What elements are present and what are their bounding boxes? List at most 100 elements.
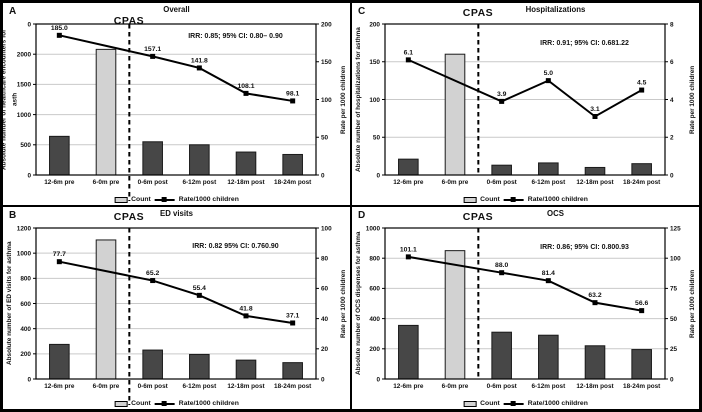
- legend-rate-swatch: [503, 400, 524, 407]
- line-marker-icon: [150, 278, 156, 284]
- svg-text:12-18m post: 12-18m post: [227, 179, 265, 186]
- axis-ticks: 0 200 400 600 800 1000 0 25 50 75 100 125 12-6m pre 6…: [366, 225, 681, 390]
- legend-count-label: Count: [480, 400, 500, 407]
- svg-text:1000: 1000: [366, 225, 381, 232]
- bar: [631, 163, 652, 176]
- svg-text:0: 0: [376, 376, 380, 383]
- panel-hospitalizations: 0 50 100 150 200 0 2 4 6 8 12-6m pre 6-0m pre 0-6m p…: [351, 2, 700, 206]
- legend-count-swatch: [114, 400, 128, 407]
- panel-title: OCS: [547, 209, 564, 218]
- panel-title: Hospitalizations: [525, 5, 586, 14]
- svg-text:18-24m post: 18-24m post: [274, 179, 312, 186]
- svg-text:100: 100: [369, 97, 380, 104]
- bar: [282, 153, 303, 176]
- legend-count-swatch: [463, 196, 477, 203]
- bar: [538, 334, 559, 380]
- svg-text:12-6m pre: 12-6m pre: [393, 179, 424, 186]
- bar: [398, 324, 419, 380]
- svg-text:0: 0: [27, 376, 31, 383]
- left-axis-title: Absolute number of healthcare encounters…: [2, 29, 19, 170]
- legend-rate-label: Rate/1000 children: [178, 400, 239, 407]
- svg-text:1500: 1500: [17, 82, 32, 89]
- bar: [142, 141, 163, 176]
- panel-title: Overall: [163, 5, 190, 14]
- svg-text:100: 100: [321, 97, 332, 104]
- svg-text:0: 0: [321, 172, 325, 179]
- right-axis-title: Rate per 1000 children: [340, 65, 347, 134]
- bar: [282, 362, 303, 380]
- svg-text:0-6m post: 0-6m post: [487, 383, 518, 390]
- rate-data-label: 88.0: [495, 262, 508, 269]
- svg-text:0: 0: [27, 21, 31, 28]
- rate-data-label: 81.4: [542, 270, 555, 277]
- svg-text:75: 75: [670, 286, 678, 293]
- rate-data-label: 5.0: [544, 70, 554, 77]
- left-axis-title: Absolute number of ED visits for asthma: [6, 241, 13, 366]
- legend-count-label: Count: [131, 196, 151, 203]
- bar: [398, 158, 419, 176]
- rate-data-label: 108.1: [237, 83, 254, 90]
- svg-text:1000: 1000: [17, 112, 32, 119]
- plot-frame: [35, 23, 317, 176]
- svg-text:0: 0: [670, 172, 674, 179]
- line-marker-icon: [545, 78, 551, 84]
- svg-text:150: 150: [369, 59, 380, 66]
- irr-annotation: IRR: 0.91; 95% CI: 0.681.22: [540, 40, 629, 47]
- svg-text:0-6m post: 0-6m post: [487, 179, 518, 186]
- line-marker-icon: [592, 300, 598, 306]
- svg-text:4: 4: [670, 97, 674, 104]
- count-bars: [398, 53, 652, 176]
- svg-text:100: 100: [670, 256, 681, 263]
- svg-text:8: 8: [670, 21, 674, 28]
- line-marker-icon: [56, 32, 62, 38]
- axis-ticks: 0 200 400 600 800 1000 1200 0 20 40 60 80 100 12-6m p…: [17, 225, 332, 390]
- svg-text:0: 0: [27, 172, 31, 179]
- bar: [189, 353, 210, 380]
- rate-data-label: 65.2: [146, 270, 159, 277]
- cpas-label: CPAS: [113, 211, 145, 223]
- overall-chart-svg: 0 500 1000 1500 2000 0 0 50 100 150 200 12-6m pre 6-…: [17, 21, 332, 201]
- right-axis-title: Rate per 1000 children: [689, 269, 696, 338]
- bar: [491, 331, 512, 380]
- svg-text:800: 800: [369, 256, 380, 263]
- svg-text:600: 600: [369, 286, 380, 293]
- rate-data-label: 41.8: [239, 305, 252, 312]
- svg-text:0-6m post: 0-6m post: [138, 383, 169, 390]
- svg-text:6-0m pre: 6-0m pre: [93, 383, 120, 390]
- legend-count-label: Count: [480, 196, 500, 203]
- irr-annotation: IRR: 0.82 95% CI: 0.760.90: [192, 243, 279, 250]
- svg-text:100: 100: [321, 225, 332, 232]
- svg-text:125: 125: [670, 225, 681, 232]
- cpas-label: CPAS: [113, 15, 145, 27]
- rate-data-label: 101.1: [400, 246, 417, 253]
- svg-text:0-6m post: 0-6m post: [138, 179, 169, 186]
- svg-text:800: 800: [20, 276, 31, 283]
- panel-letter: A: [9, 6, 17, 17]
- legend: Count Rate/1000 children: [114, 196, 239, 203]
- panel-ed-visits: 0 200 400 600 800 1000 1200 0 20 40 60 80 100 12-6m p…: [2, 206, 351, 410]
- svg-text:18-24m post: 18-24m post: [274, 383, 312, 390]
- rate-line: 77.7 65.2 55.4 41.8 37.1: [53, 251, 299, 326]
- legend-rate-swatch: [154, 196, 175, 203]
- bar: [95, 239, 117, 380]
- legend-rate-label: Rate/1000 children: [527, 400, 588, 407]
- bar: [49, 343, 70, 380]
- line-marker-icon: [290, 98, 296, 104]
- svg-text:0: 0: [376, 172, 380, 179]
- rate-data-label: 3.1: [590, 106, 600, 113]
- line-marker-icon: [499, 270, 505, 276]
- hospitalizations-chart-svg: 0 50 100 150 200 0 2 4 6 8 12-6m pre 6-0m pre 0-6m p…: [369, 21, 674, 186]
- line-marker-icon: [243, 313, 249, 319]
- svg-text:600: 600: [20, 301, 31, 308]
- gridlines: [36, 23, 316, 146]
- legend: Count Rate/1000 children: [463, 196, 588, 203]
- line-marker-icon: [405, 57, 411, 63]
- svg-text:200: 200: [321, 21, 332, 28]
- bar: [444, 53, 466, 176]
- svg-text:150: 150: [321, 59, 332, 66]
- irr-annotation: IRR: 0.85; 95% CI: 0.80– 0.90: [188, 33, 283, 40]
- rate-data-label: 157.1: [144, 46, 161, 53]
- svg-text:6-0m pre: 6-0m pre: [442, 179, 469, 186]
- line-marker-icon: [150, 53, 156, 59]
- line-marker-icon: [405, 254, 411, 260]
